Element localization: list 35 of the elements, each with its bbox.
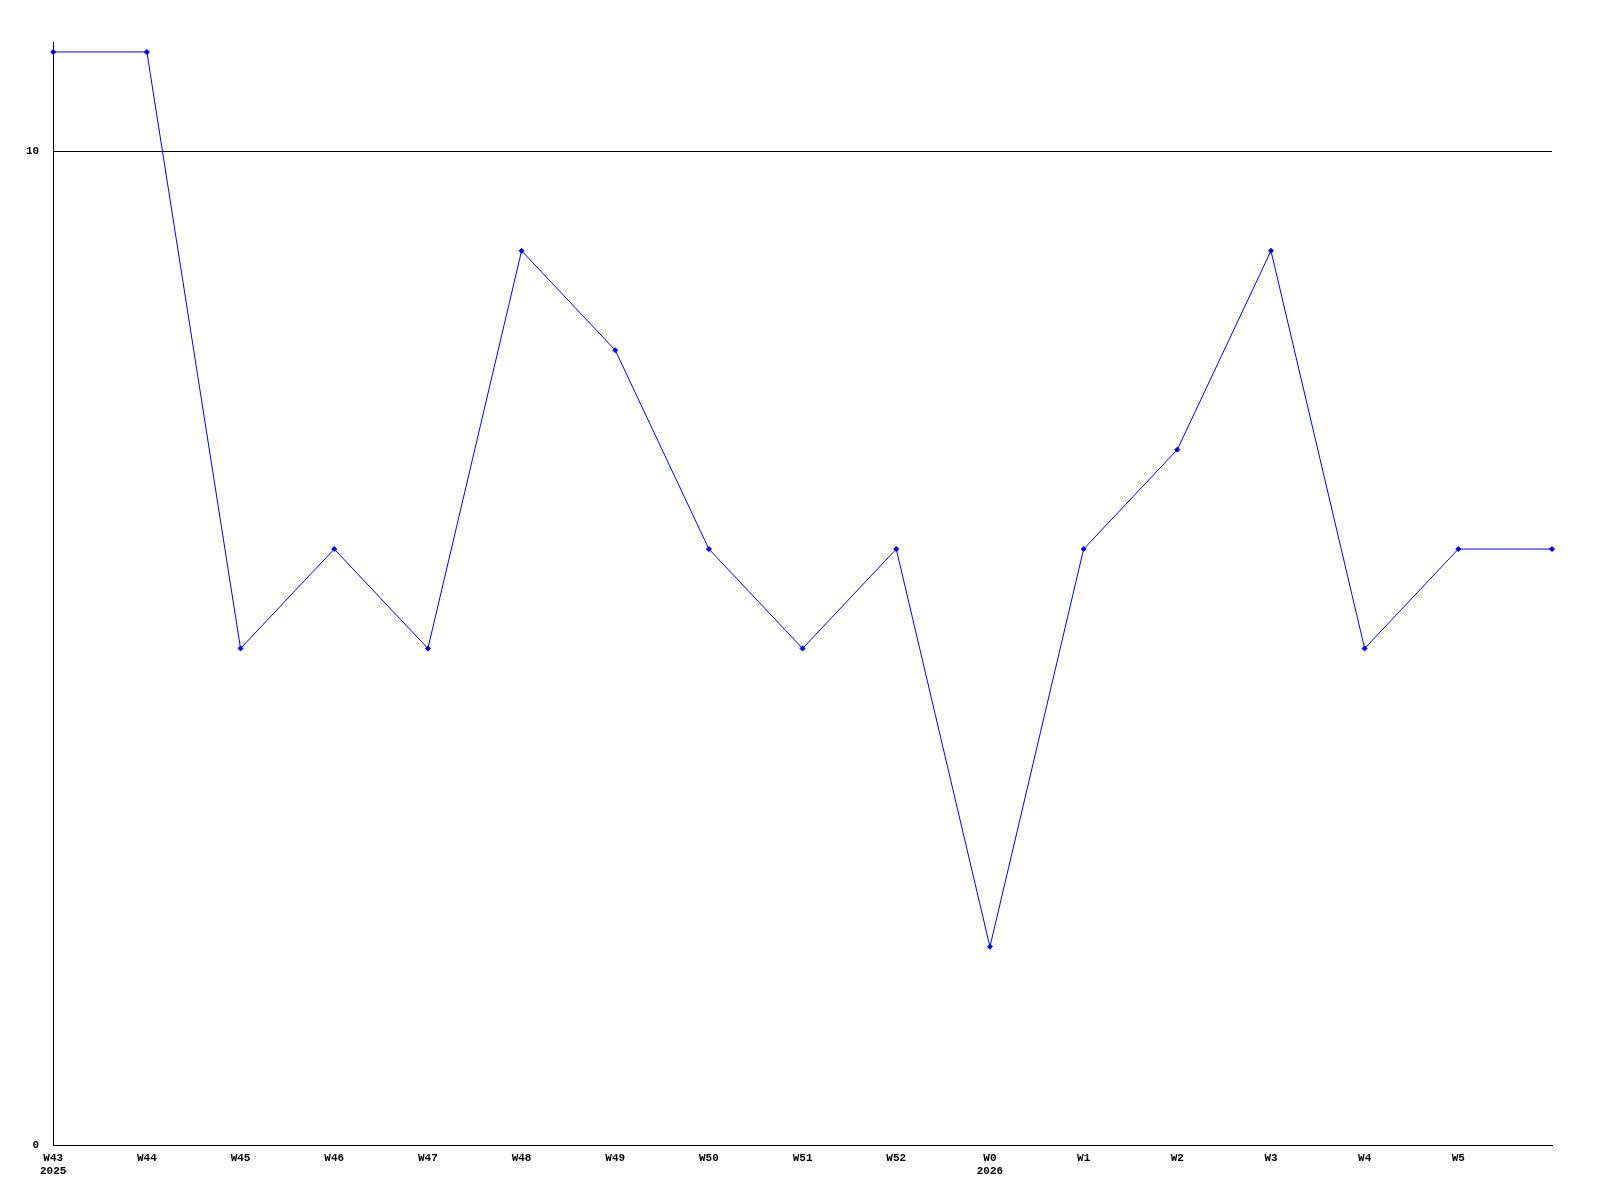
x-tick-label: W50 — [699, 1151, 719, 1164]
x-tick-label: W4 — [1358, 1151, 1372, 1164]
point — [1080, 546, 1087, 553]
point — [1455, 546, 1462, 553]
x-tick-label: W49 — [605, 1151, 626, 1164]
point — [50, 48, 57, 55]
point — [143, 48, 150, 55]
x-tick-label: W51 — [792, 1151, 813, 1164]
point — [331, 546, 338, 553]
point — [237, 645, 244, 652]
point — [799, 645, 806, 652]
point — [1361, 645, 1368, 652]
x-tick-label: W2 — [1170, 1151, 1184, 1164]
x-tick-label: W44 — [136, 1151, 158, 1164]
x-tick-label: W46 — [324, 1151, 345, 1164]
point — [986, 943, 993, 950]
point — [1549, 546, 1555, 553]
x-tick-label: W3 — [1264, 1151, 1278, 1164]
x-tick-label: W0 2026 — [976, 1151, 1004, 1178]
x-tick-label: W5 — [1451, 1151, 1466, 1164]
y-tick-label: 10 — [26, 145, 40, 158]
point — [518, 247, 525, 254]
x-tick-label: W48 — [511, 1151, 532, 1164]
point — [1174, 446, 1181, 453]
x-tick-label: W52 — [886, 1151, 907, 1164]
point — [424, 645, 431, 652]
point — [612, 347, 619, 354]
point — [705, 546, 712, 553]
x-tick-label: W45 — [230, 1151, 251, 1164]
point — [893, 546, 900, 553]
x-tick-label: W43 2025 — [40, 1151, 67, 1178]
x-tick-label: W1 — [1077, 1151, 1091, 1164]
point — [1267, 247, 1274, 254]
x-tick-label: W47 — [418, 1151, 438, 1164]
y-tick-label: 0 — [32, 1139, 40, 1152]
